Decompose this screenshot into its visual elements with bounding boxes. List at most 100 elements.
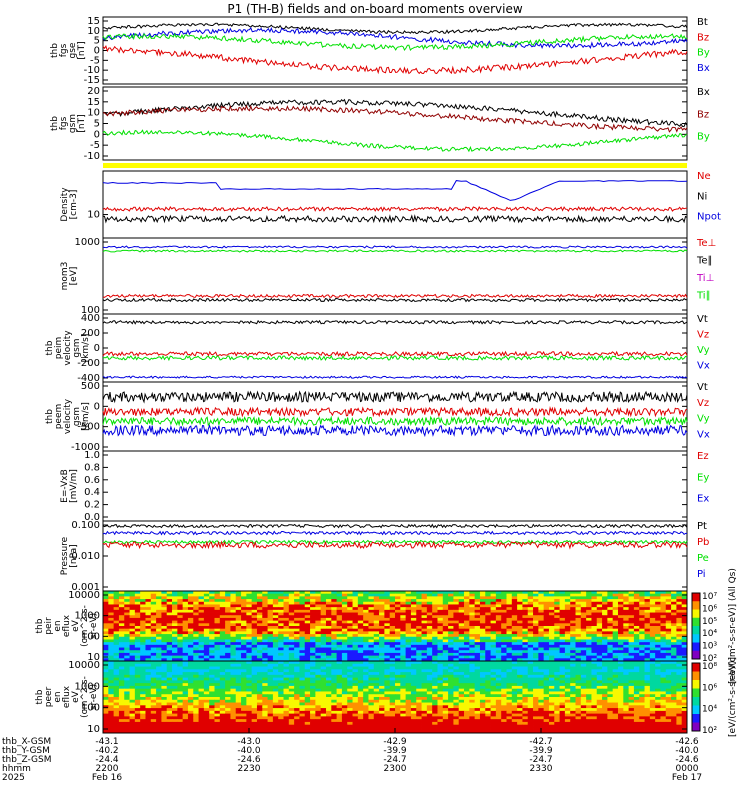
panel-9-spectrogram-cell [363, 645, 369, 648]
panel-9-spectrogram-cell [533, 602, 539, 605]
panel-9-spectrogram-cell [220, 599, 226, 602]
panel-10-spectrogram-cell [331, 667, 337, 670]
panel-9-spectrogram-cell [390, 648, 396, 651]
panel-9-spectrogram-cell [432, 650, 438, 653]
panel-9-spectrogram-cell [315, 648, 321, 651]
panel-10-spectrogram-cell [581, 675, 587, 678]
panel-10-spectrogram-cell [220, 705, 226, 708]
panel-9-spectrogram-cell [576, 594, 582, 597]
panel-6-legend-Vy: Vy [697, 414, 710, 425]
panel-9-spectrogram-cell [634, 634, 640, 637]
panel-9-spectrogram-cell [188, 602, 194, 605]
panel-9-spectrogram-cell [342, 618, 348, 621]
panel-9-spectrogram-cell [459, 645, 465, 648]
panel-9-spectrogram-cell [183, 596, 189, 599]
panel-9-spectrogram-cell [395, 615, 401, 618]
panel-9-spectrogram-cell [379, 645, 385, 648]
panel-9-spectrogram-cell [315, 645, 321, 648]
panel-10-spectrogram-cell [411, 691, 417, 694]
panel-10-spectrogram-cell [278, 683, 284, 686]
panel-10-spectrogram-cell [453, 678, 459, 681]
panel-10-spectrogram-cell [337, 694, 343, 697]
panel-1-ytick-label: -15 [84, 75, 100, 86]
panel-10-spectrogram-cell [135, 686, 141, 689]
panel-10-spectrogram-cell [650, 667, 656, 670]
panel-9-spectrogram-cell [177, 645, 183, 648]
panel-9-spectrogram-cell [273, 648, 279, 651]
panel-10-spectrogram-cell [273, 678, 279, 681]
panel-10-spectrogram-cell [400, 708, 406, 711]
panel-9-spectrogram-cell [676, 656, 682, 659]
panel-10-spectrogram-cell [151, 669, 157, 672]
panel-9-spectrogram-cell [188, 656, 194, 659]
panel-10-spectrogram-cell [400, 675, 406, 678]
panel-9-spectrogram-cell [533, 604, 539, 607]
panel-10-spectrogram-cell [193, 683, 199, 686]
panel-10-spectrogram-cell [655, 675, 661, 678]
panel-10-spectrogram-cell [161, 697, 167, 700]
panel-9-spectrogram-cell [576, 634, 582, 637]
panel-10-spectrogram-cell [613, 678, 619, 681]
panel-9-spectrogram-cell [114, 613, 120, 616]
panel-9-spectrogram-cell [368, 637, 374, 640]
panel-10-spectrogram-cell [151, 708, 157, 711]
panel-10-spectrogram-cell [506, 664, 512, 667]
panel-10-spectrogram-cell [183, 700, 189, 703]
panel-10-spectrogram-cell [650, 683, 656, 686]
panel-9-spectrogram-cell [560, 626, 566, 629]
panel-10-spectrogram-cell [268, 689, 274, 692]
panel-9-spectrogram-cell [172, 599, 178, 602]
panel-10-spectrogram-cell [273, 703, 279, 706]
panel-10-spectrogram-cell [368, 680, 374, 683]
panel-9-spectrogram-cell [114, 604, 120, 607]
panel-9-spectrogram-cell [634, 599, 640, 602]
panel-9-spectrogram-cell [374, 631, 380, 634]
panel-9-spectrogram-cell [299, 642, 305, 645]
panel-10-spectrogram-cell [623, 686, 629, 689]
panel-9-spectrogram-cell [230, 629, 236, 632]
panel-10-spectrogram-cell [676, 705, 682, 708]
panel-9-spectrogram-cell [384, 602, 390, 605]
panel-9-spectrogram-cell [135, 607, 141, 610]
panel-9-spectrogram-cell [459, 621, 465, 624]
panel-9-spectrogram-cell [161, 631, 167, 634]
panel-9-spectrogram-cell [437, 634, 443, 637]
panel-9-spectrogram-cell [501, 650, 507, 653]
panel-10-spectrogram-cell [114, 708, 120, 711]
panel-9-spectrogram-cell [586, 623, 592, 626]
panel-9-spectrogram-cell [363, 639, 369, 642]
panel-2-ytick-label: 15 [87, 97, 100, 108]
panel-10-spectrogram-cell [560, 694, 566, 697]
panel-10-spectrogram-cell [645, 664, 651, 667]
panel-9-spectrogram-cell [321, 596, 327, 599]
panel-9-spectrogram-cell [315, 613, 321, 616]
panel-9-spectrogram-cell [299, 621, 305, 624]
panel-9-spectrogram-cell [236, 594, 242, 597]
panel-10-spectrogram-cell [273, 675, 279, 678]
panel-9-spectrogram-cell [427, 639, 433, 642]
panel-10-spectrogram-cell [220, 672, 226, 675]
panel-10-spectrogram-cell [177, 705, 183, 708]
panel-9-spectrogram-cell [135, 634, 141, 637]
panel-10-spectrogram-cell [214, 697, 220, 700]
panel-9-spectrogram-cell [623, 615, 629, 618]
panel-9-spectrogram-cell [597, 653, 603, 656]
panel-9-spectrogram-cell [172, 621, 178, 624]
panel-8-legend-Pt: Pt [697, 521, 707, 532]
panel-9-spectrogram-cell [214, 599, 220, 602]
panel-10-spectrogram-cell [124, 683, 130, 686]
panel-9-spectrogram-cell [299, 637, 305, 640]
panel-9-spectrogram-cell [331, 615, 337, 618]
panel-10-spectrogram-cell [108, 694, 114, 697]
panel-10-spectrogram-cell [289, 680, 295, 683]
panel-9-spectrogram-cell [363, 613, 369, 616]
panel-10-spectrogram-cell [528, 700, 534, 703]
panel-10-spectrogram-cell [406, 675, 412, 678]
panel-10-spectrogram-cell [607, 672, 613, 675]
panel-10-spectrogram-cell [358, 680, 364, 683]
panel-10-spectrogram-cell [496, 694, 502, 697]
panel-10-spectrogram-cell [650, 691, 656, 694]
panel-10-spectrogram-cell [278, 667, 284, 670]
panel-9-spectrogram-cell [257, 634, 263, 637]
panel-9-spectrogram-cell [512, 618, 518, 621]
